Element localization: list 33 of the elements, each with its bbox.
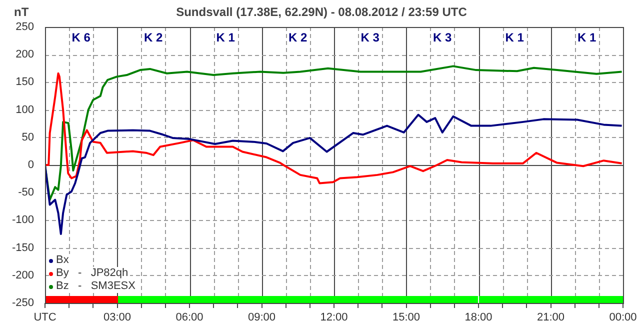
y-tick-label: -250 <box>12 297 34 310</box>
y-tick-label: -50 <box>18 186 34 199</box>
y-tick-label: -150 <box>12 242 34 254</box>
annotation: K 3 <box>433 30 452 44</box>
x-tick-label: 00:00 <box>609 312 637 324</box>
y-tick-label: 200 <box>16 48 34 61</box>
x-tick-label: 06:00 <box>176 312 204 324</box>
y-tick-label: 250 <box>16 21 34 34</box>
annotation: K 6 <box>72 30 91 44</box>
annotation: K 1 <box>505 30 524 44</box>
x-tick-label: 18:00 <box>464 312 492 324</box>
annotation: K 2 <box>144 30 164 44</box>
annotation: K 1 <box>216 30 236 44</box>
annotation: K 1 <box>578 30 597 44</box>
legend-label: Bz - SM3ESX <box>56 280 136 293</box>
y-axis-title: nT <box>14 5 29 19</box>
x-tick-label: 09:00 <box>248 312 276 324</box>
x-tick-label: 15:00 <box>392 312 420 324</box>
y-tick-label: 100 <box>16 104 34 116</box>
chart-title: Sundsvall (17.38E, 62.29N) - 08.08.2012 / 23:59 UTC <box>176 5 467 19</box>
x-tick-label: 12:00 <box>320 312 348 324</box>
y-tick-label: 50 <box>22 131 34 144</box>
legend-label: By - JP82qh <box>56 267 128 280</box>
x-tick-label: UTC <box>34 312 56 324</box>
x-tick-label: 21:00 <box>536 312 565 324</box>
y-tick-label: 0 <box>28 159 34 172</box>
y-tick-label: -200 <box>12 269 34 282</box>
x-tick-label: 03:00 <box>103 312 132 324</box>
annotation: K 2 <box>288 30 308 44</box>
y-tick-label: 150 <box>16 76 34 88</box>
annotation: K 3 <box>360 30 380 44</box>
y-tick-label: -100 <box>12 214 34 226</box>
legend-label: Bx <box>56 254 69 267</box>
